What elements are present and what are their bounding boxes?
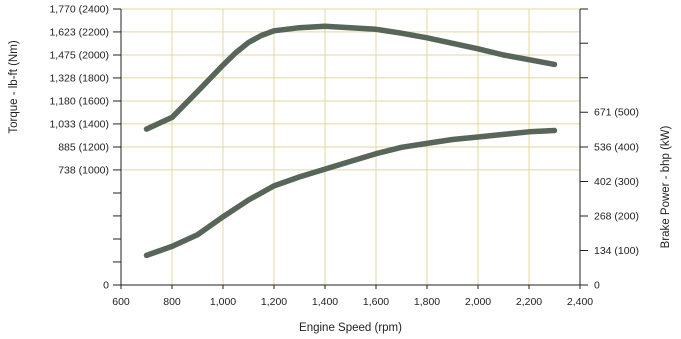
x-axis-tick-label: 600 (112, 296, 130, 308)
left-axis-tick-label: 1,033 (1400) (49, 118, 109, 130)
left-axis-tick-label: 885 (1200) (58, 142, 109, 154)
right-axis-tick-label: 268 (200) (594, 211, 639, 223)
right-axis-tick-label: 0 (594, 280, 600, 292)
x-axis-tick-label: 2,400 (567, 296, 593, 308)
left-axis-tick-label: 738 (1000) (58, 164, 109, 176)
x-axis-tick-label: 1,600 (363, 296, 389, 308)
ticks: 0 738 (1000) 885 (1200) 1,033 (1400) 1,180 (… (49, 4, 639, 309)
grid (121, 8, 580, 285)
right-axis-tick-label: 402 (300) (594, 176, 639, 188)
torque-curve (143, 23, 558, 132)
left-axis-tick-label: 0 (103, 280, 109, 292)
power-curve (143, 127, 558, 259)
x-axis-tick-label: 2,200 (516, 296, 542, 308)
left-axis-tick-label: 1,328 (1800) (49, 72, 109, 84)
right-axis-tick-label: 671 (500) (594, 107, 639, 119)
right-axis-tick-label: 536 (400) (594, 142, 639, 154)
x-axis-tick-label: 1,000 (210, 296, 236, 308)
right-axis-title: Brake Power - bhp (kW) (660, 125, 672, 248)
right-axis-tick-label: 134 (100) (594, 245, 639, 257)
left-axis-title: Torque - lb-ft (Nm) (8, 40, 20, 133)
left-axis-tick-label: 1,475 (2000) (49, 50, 109, 62)
x-axis-tick-label: 1,400 (312, 296, 338, 308)
x-axis-tick-label: 800 (163, 296, 181, 308)
x-axis-title: Engine Speed (rpm) (299, 322, 402, 334)
x-axis-tick-label: 1,800 (414, 296, 440, 308)
x-axis-tick-label: 2,000 (465, 296, 491, 308)
series (143, 23, 558, 259)
left-axis-tick-label: 1,180 (1600) (49, 96, 109, 108)
left-axis-tick-label: 1,770 (2400) (49, 4, 109, 16)
x-axis-tick-label: 1,200 (261, 296, 287, 308)
left-axis-tick-label: 1,623 (2200) (49, 26, 109, 38)
